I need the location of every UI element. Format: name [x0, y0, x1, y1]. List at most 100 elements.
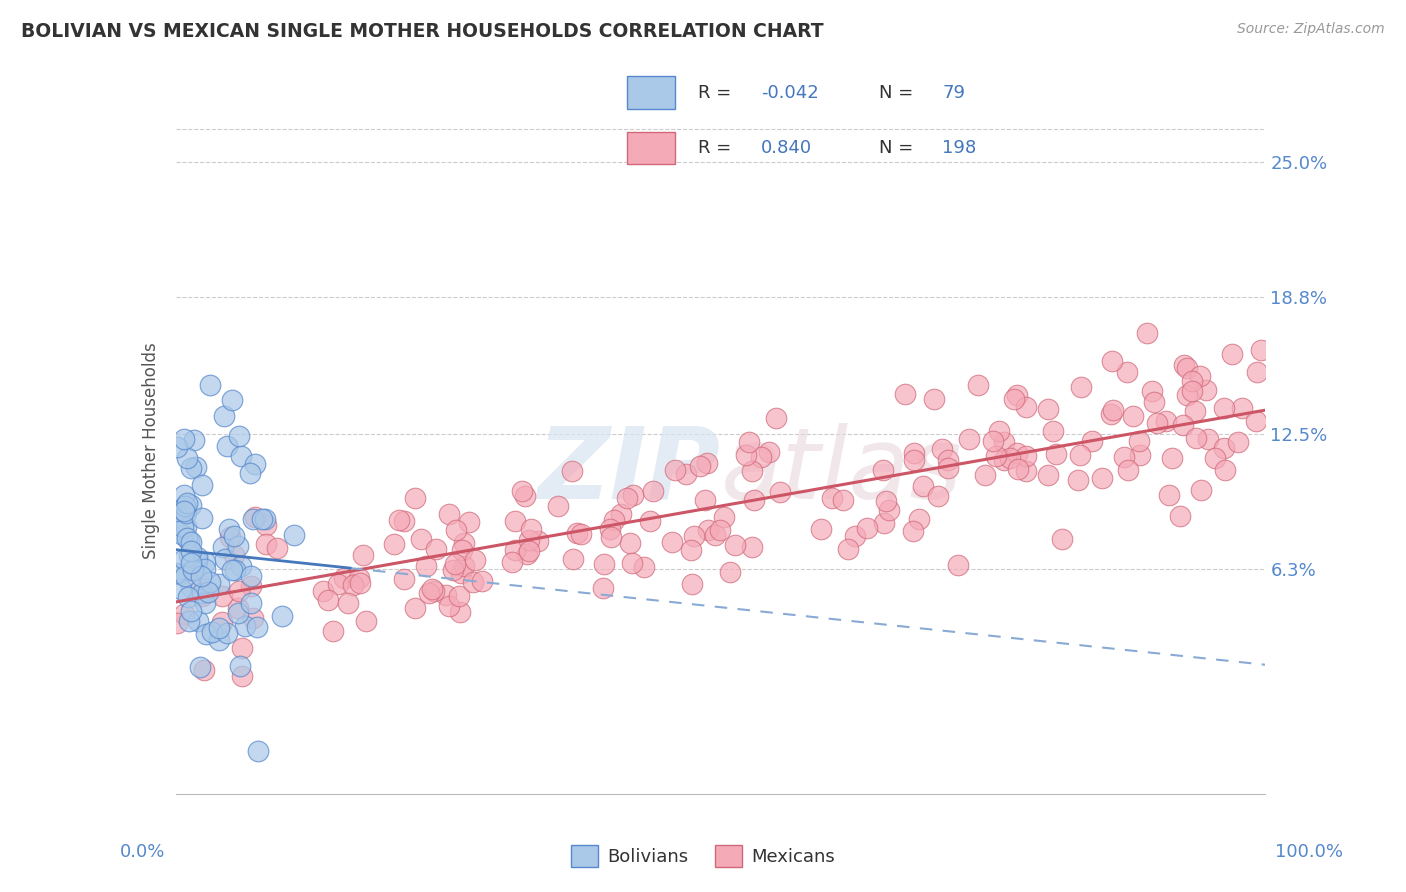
Point: [187, 575, 209, 590]
Point: [821, 491, 844, 506]
Point: [758, 445, 780, 459]
Point: [219, 529, 242, 543]
Text: -0.042: -0.042: [761, 84, 818, 102]
Point: [1115, 365, 1137, 379]
Point: [229, 659, 252, 673]
Point: [738, 434, 761, 449]
Point: [415, 559, 437, 574]
Point: [173, 432, 195, 446]
Point: [229, 558, 252, 573]
Point: [176, 451, 198, 466]
Point: [681, 542, 703, 557]
Point: [191, 511, 214, 525]
Point: [519, 533, 541, 547]
Point: [342, 577, 364, 591]
Point: [186, 553, 208, 567]
Point: [326, 577, 349, 591]
Point: [1213, 463, 1236, 477]
Point: [1185, 431, 1208, 445]
Point: [592, 581, 614, 595]
Y-axis label: Single Mother Households: Single Mother Households: [142, 343, 160, 558]
Point: [215, 439, 238, 453]
Point: [1007, 462, 1029, 476]
Point: [190, 589, 212, 603]
Point: [510, 484, 533, 499]
Point: [242, 611, 264, 625]
Point: [283, 528, 305, 542]
Text: atlas: atlas: [721, 423, 962, 519]
Point: [638, 514, 661, 528]
Point: [903, 446, 925, 460]
Point: [664, 462, 686, 476]
Point: [1050, 533, 1073, 547]
Point: [221, 392, 243, 407]
Point: [988, 424, 1011, 438]
Point: [1007, 446, 1029, 460]
Point: [444, 557, 467, 571]
Point: [453, 536, 475, 550]
Point: [250, 512, 273, 526]
Point: [222, 549, 245, 563]
Point: [877, 502, 900, 516]
Point: [1116, 463, 1139, 477]
Point: [187, 614, 209, 628]
Point: [526, 534, 548, 549]
Point: [741, 540, 763, 554]
Point: [211, 589, 233, 603]
Text: 79: 79: [942, 84, 966, 102]
Point: [908, 512, 931, 526]
Point: [682, 529, 704, 543]
Point: [224, 529, 246, 543]
Point: [173, 552, 195, 566]
Point: [1101, 353, 1123, 368]
Point: [742, 492, 765, 507]
Point: [453, 559, 475, 574]
Point: [1154, 414, 1177, 428]
Text: Source: ZipAtlas.com: Source: ZipAtlas.com: [1237, 22, 1385, 37]
Point: [201, 625, 224, 640]
Point: [1081, 434, 1104, 449]
Point: [165, 566, 187, 580]
Point: [973, 467, 995, 482]
Point: [1140, 384, 1163, 399]
Point: [741, 464, 763, 478]
Point: [404, 601, 426, 615]
Point: [1244, 414, 1267, 428]
Point: [1230, 401, 1253, 415]
Point: [1146, 416, 1168, 430]
Point: [1114, 450, 1136, 464]
Point: [172, 528, 194, 542]
Point: [519, 522, 541, 536]
Point: [172, 519, 194, 533]
Point: [856, 521, 879, 535]
Point: [174, 506, 197, 520]
Point: [173, 504, 195, 518]
Point: [221, 563, 243, 577]
Point: [181, 563, 204, 577]
Point: [599, 530, 621, 544]
Point: [1143, 395, 1166, 409]
Point: [254, 536, 277, 550]
Point: [337, 596, 360, 610]
Point: [218, 522, 240, 536]
Point: [1099, 407, 1122, 421]
Text: N =: N =: [879, 139, 920, 157]
Point: [1122, 409, 1144, 423]
Point: [354, 614, 377, 628]
Point: [214, 551, 236, 566]
Point: [451, 543, 474, 558]
Point: [948, 558, 970, 572]
Point: [166, 615, 188, 630]
Point: [620, 556, 643, 570]
Point: [1175, 387, 1198, 401]
Point: [271, 609, 294, 624]
Point: [180, 461, 202, 475]
Point: [228, 583, 250, 598]
Point: [1204, 451, 1226, 466]
Point: [186, 459, 208, 474]
Point: [444, 524, 467, 538]
Point: [1181, 384, 1204, 399]
Point: [243, 509, 266, 524]
Point: [931, 442, 953, 456]
Point: [349, 575, 371, 590]
